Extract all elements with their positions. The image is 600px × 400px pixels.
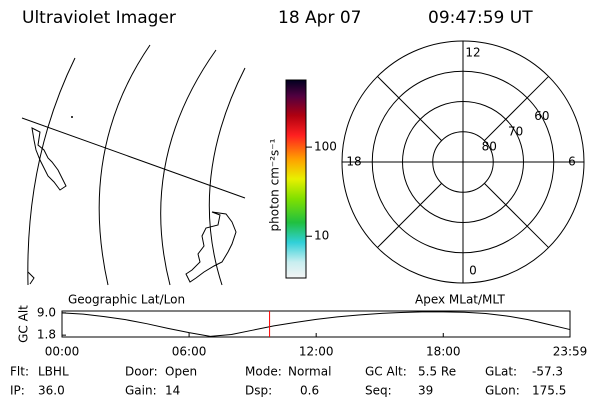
lat-line xyxy=(208,67,246,286)
polar-diagonal xyxy=(484,76,549,141)
lat-label: 80 xyxy=(482,139,497,153)
field-label: GC Alt: xyxy=(365,365,407,379)
x-tick-label: 23:59 xyxy=(553,345,588,359)
field-value: 39 xyxy=(418,384,433,398)
colorbar-label: photon cm⁻²s⁻¹ xyxy=(268,138,282,231)
coastline xyxy=(27,271,35,285)
field-value: 5.5 Re xyxy=(418,365,456,379)
field-label: IP: xyxy=(10,384,25,398)
field-label: GLon: xyxy=(485,384,520,398)
field-value: Normal xyxy=(288,365,331,379)
time: 09:47:59 UT xyxy=(428,8,533,28)
colorbar xyxy=(285,79,307,279)
x-tick-label: 06:00 xyxy=(172,345,207,359)
map-label: Geographic Lat/Lon xyxy=(68,293,185,307)
dot xyxy=(71,116,73,118)
date: 18 Apr 07 xyxy=(278,8,361,28)
field-value: 0.6 xyxy=(300,384,319,398)
mlt-label: 0 xyxy=(469,264,477,278)
mlt-label: 18 xyxy=(346,155,361,169)
field-label: Dsp: xyxy=(245,384,272,398)
colorbar-tick-label: 100 xyxy=(314,140,337,154)
x-tick-label: 12:00 xyxy=(299,345,334,359)
y-axis-label: GC Alt xyxy=(17,305,31,343)
lon-line xyxy=(21,117,246,199)
lat-ring xyxy=(371,70,555,254)
lat-label: 70 xyxy=(508,124,523,138)
field-value: -57.3 xyxy=(532,365,563,379)
x-tick-label: 00:00 xyxy=(45,345,80,359)
colorbar-tick-label: 10 xyxy=(314,229,329,243)
field-label: Door: xyxy=(125,365,158,379)
map-panel xyxy=(21,44,246,286)
lat-label: 60 xyxy=(534,109,549,123)
field-value: 36.0 xyxy=(38,384,65,398)
field-value: 14 xyxy=(165,384,180,398)
y-tick-label: 1.8 xyxy=(37,328,56,342)
field-label: Mode: xyxy=(245,365,282,379)
polar-diagonal xyxy=(377,76,442,141)
field-label: Flt: xyxy=(10,365,29,379)
lat-line xyxy=(160,49,217,286)
field-value: LBHL xyxy=(38,365,69,379)
lat-ring xyxy=(402,101,524,223)
coastline xyxy=(185,211,237,283)
lat-ring xyxy=(432,131,494,193)
field-label: GLat: xyxy=(485,365,517,379)
mlt-label: 6 xyxy=(568,155,576,169)
field-value: 175.5 xyxy=(532,384,566,398)
polar-diagonal xyxy=(484,183,549,248)
mlt-label: 12 xyxy=(465,46,480,60)
title: Ultraviolet Imager xyxy=(22,8,176,28)
lat-line xyxy=(27,57,76,286)
altitude-line xyxy=(61,311,571,337)
field-label: Seq: xyxy=(365,384,392,398)
polar-label: Apex MLat/MLT xyxy=(415,293,505,307)
lat-line xyxy=(98,44,151,286)
field-label: Gain: xyxy=(125,384,157,398)
polar-diagonal xyxy=(377,183,442,248)
field-value: Open xyxy=(165,365,197,379)
y-tick-label: 9.0 xyxy=(37,305,56,319)
coastline xyxy=(31,127,67,191)
x-tick-label: 18:00 xyxy=(426,345,461,359)
